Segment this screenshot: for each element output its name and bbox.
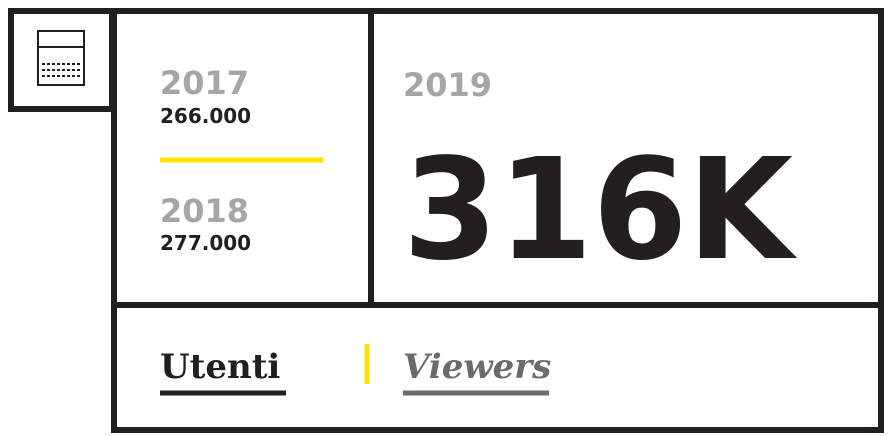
tab[interactable]: Viewers	[403, 347, 551, 387]
current-year: 2019	[403, 66, 492, 104]
tab[interactable]: Utenti	[160, 347, 280, 387]
icon-box	[8, 8, 115, 112]
year-value: 277.000	[160, 231, 251, 255]
year-label: 2018	[160, 192, 249, 230]
year-value: 266.000	[160, 104, 251, 128]
icon	[37, 30, 85, 86]
year-label: 2017	[160, 64, 249, 102]
icon-frame	[37, 30, 85, 86]
current-value: 316K	[403, 129, 797, 292]
main-box	[111, 8, 884, 433]
